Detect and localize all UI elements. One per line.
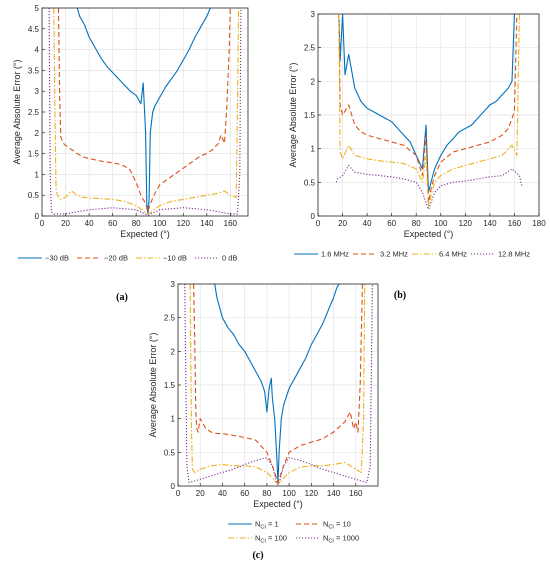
x-tick-label: 100 xyxy=(434,219,448,228)
panel-letter: (c) xyxy=(252,550,263,561)
legend-label: NCI = 10 xyxy=(323,520,351,531)
x-tick-label: 120 xyxy=(177,219,191,228)
legend: NCI = 1 NCI = 10 NCI = 100 NCI = 1000 xyxy=(228,520,359,545)
series-line-3 xyxy=(189,284,366,485)
series-line-2 xyxy=(57,8,231,213)
x-tick-label: 180 xyxy=(532,219,546,228)
legend-label: −10 dB xyxy=(163,254,187,263)
y-tick-label: 2 xyxy=(311,77,316,86)
y-tick-label: 1.5 xyxy=(164,381,176,390)
x-tick-label: 20 xyxy=(338,219,347,228)
y-tick-label: 3 xyxy=(35,87,40,96)
legend-label: 1.6 MHz xyxy=(321,250,349,259)
legend-label: 0 dB xyxy=(222,254,237,263)
legend-label: NCI = 1 xyxy=(255,520,279,531)
series-line-4 xyxy=(184,284,373,486)
legend-label: 12.8 MHz xyxy=(498,250,530,259)
panel-letter: (a) xyxy=(116,292,128,303)
y-tick-label: 1.5 xyxy=(304,111,316,120)
x-axis-label: Expected (°) xyxy=(404,229,454,239)
y-tick-label: 4.5 xyxy=(28,25,40,34)
x-tick-label: 60 xyxy=(387,219,396,228)
x-tick-label: 140 xyxy=(483,219,497,228)
y-tick-label: 1 xyxy=(35,170,40,179)
x-tick-label: 0 xyxy=(40,219,45,228)
legend-label: NCI = 1000 xyxy=(323,534,359,545)
x-tick-label: 120 xyxy=(305,489,319,498)
x-tick-label: 60 xyxy=(240,489,249,498)
legend-label: 6.4 MHz xyxy=(439,250,467,259)
series-group xyxy=(335,14,523,210)
x-tick-label: 160 xyxy=(508,219,522,228)
y-tick-label: 1 xyxy=(311,145,316,154)
y-tick-label: 0 xyxy=(311,212,316,221)
x-tick-label: 140 xyxy=(200,219,214,228)
x-axis-label: Expected (°) xyxy=(253,499,303,509)
chart-panel-1: 0 20 40 60 80 100 120 140 160 0 0.5 1 1.5 2 2.5 3 3.5 4 4.… xyxy=(12,4,249,303)
y-tick-label: 4 xyxy=(35,46,40,55)
x-tick-label: 20 xyxy=(61,219,70,228)
x-tick-label: 40 xyxy=(363,219,372,228)
x-tick-label: 40 xyxy=(85,219,94,228)
series-line-1 xyxy=(338,14,515,193)
legend-label: −30 dB xyxy=(45,254,69,263)
y-tick-label: 2.5 xyxy=(28,108,40,117)
y-tick-label: 3 xyxy=(311,10,316,19)
y-tick-label: 0.5 xyxy=(28,191,40,200)
y-tick-label: 5 xyxy=(35,4,40,13)
y-tick-label: 0.5 xyxy=(164,448,176,457)
y-tick-label: 1 xyxy=(171,415,176,424)
x-tick-label: 160 xyxy=(224,219,238,228)
y-tick-label: 3.5 xyxy=(28,66,40,75)
chart-panel-2: 0 20 40 60 80 100 120 140 160 180 0 0.5 1 1.5 2 2.5 3 Exp… xyxy=(288,10,546,301)
y-tick-label: 3 xyxy=(171,280,176,289)
x-tick-label: 40 xyxy=(218,489,227,498)
x-tick-label: 120 xyxy=(459,219,473,228)
y-axis-label: Average Absolute Error (°) xyxy=(148,333,158,438)
x-tick-label: 80 xyxy=(132,219,141,228)
chart-panel-3: 0 20 40 60 80 100 120 140 160 0 0.5 1 1.5 2 2.5 3 Expect… xyxy=(148,280,379,561)
x-axis-label: Expected (°) xyxy=(120,229,170,239)
legend: −30 dB −20 dB −10 dB 0 dB xyxy=(18,254,237,263)
series-line-3 xyxy=(338,14,520,207)
series-line-2 xyxy=(193,284,363,484)
y-tick-label: 0.5 xyxy=(304,178,316,187)
y-axis-label: Average Absolute Error (°) xyxy=(288,63,298,168)
x-tick-label: 140 xyxy=(327,489,341,498)
series-line-2 xyxy=(338,14,518,204)
series-group xyxy=(184,284,373,486)
y-tick-label: 1.5 xyxy=(28,150,40,159)
y-tick-label: 0 xyxy=(171,482,176,491)
x-tick-label: 80 xyxy=(412,219,421,228)
x-tick-label: 100 xyxy=(282,489,296,498)
y-tick-label: 2 xyxy=(171,347,176,356)
y-tick-label: 2 xyxy=(35,129,40,138)
x-tick-label: 20 xyxy=(196,489,205,498)
legend: 1.6 MHz 3.2 MHz 6.4 MHz 12.8 MHz xyxy=(294,250,530,259)
y-tick-label: 2.5 xyxy=(164,314,176,323)
x-tick-label: 60 xyxy=(108,219,117,228)
series-line-4 xyxy=(48,8,242,216)
legend-label: 3.2 MHz xyxy=(380,250,408,259)
series-line-1 xyxy=(214,284,340,484)
x-tick-label: 0 xyxy=(176,489,181,498)
series-line-4 xyxy=(335,164,523,210)
x-tick-label: 160 xyxy=(349,489,363,498)
x-tick-label: 80 xyxy=(262,489,271,498)
panel-letter: (b) xyxy=(394,290,406,301)
y-tick-label: 0 xyxy=(35,212,40,221)
x-tick-label: 0 xyxy=(316,219,321,228)
series-line-1 xyxy=(76,8,211,215)
legend-label: NCI = 100 xyxy=(255,534,287,545)
y-axis-label: Average Absolute Error (°) xyxy=(12,60,22,165)
x-tick-label: 100 xyxy=(153,219,167,228)
legend-label: −20 dB xyxy=(104,254,128,263)
series-line-3 xyxy=(53,8,240,215)
series-group xyxy=(48,8,242,216)
y-tick-label: 2.5 xyxy=(304,44,316,53)
